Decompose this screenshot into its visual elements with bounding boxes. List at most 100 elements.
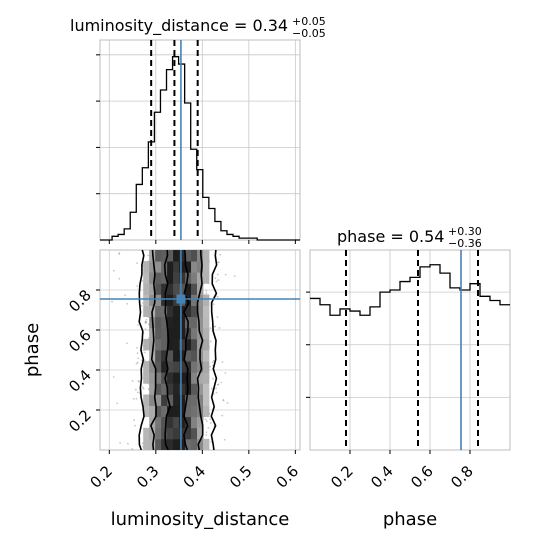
density-cell <box>161 305 168 318</box>
density-cell <box>149 383 156 395</box>
ld-title-sub: −0.05 <box>292 27 326 40</box>
scatter-point <box>136 352 139 355</box>
density-cell <box>143 405 150 418</box>
density-cell <box>155 383 162 395</box>
phase-title: phase = 0.54 <box>337 227 444 246</box>
ld-title-sup: +0.05 <box>292 15 326 28</box>
scatter-point <box>205 431 208 434</box>
density-cell <box>191 305 198 318</box>
scatter-point <box>131 447 134 450</box>
x-tick-label: 0.2 <box>327 462 357 492</box>
ld-histogram <box>100 56 300 241</box>
scatter-point <box>205 289 208 292</box>
density-cell <box>185 427 192 440</box>
scatter-point <box>219 253 222 256</box>
phase-marginal-grid <box>310 250 510 450</box>
ld-quantile-lines <box>150 40 199 240</box>
scatter-point <box>144 320 147 323</box>
density-cell <box>143 427 150 440</box>
scatter-point <box>216 261 219 264</box>
density-cell <box>161 294 168 306</box>
phase-xlabel: phase <box>383 509 437 530</box>
density-cell <box>155 361 162 373</box>
density-cell <box>173 372 180 384</box>
phase-marginal-xticks: 0.2 0.4 0.6 0.8 <box>327 450 477 492</box>
x-tick-label: 0.4 <box>367 462 397 492</box>
ld-marginal-yticks <box>96 54 100 195</box>
scatter-point <box>214 277 217 280</box>
scatter-point <box>136 361 139 364</box>
y-tick-label: 0.4 <box>65 366 95 396</box>
ld-marginal-grid <box>100 40 300 240</box>
density-cell <box>167 438 174 450</box>
density-cell <box>179 272 186 284</box>
scatter-point <box>144 351 146 354</box>
density-cell <box>149 261 156 273</box>
y-tick-label: 0.2 <box>65 406 95 436</box>
density-cell <box>155 350 162 362</box>
scatter-point <box>137 324 139 326</box>
density-cell <box>143 372 150 384</box>
density-cell <box>155 261 162 273</box>
scatter-point <box>126 442 129 445</box>
density-cell <box>179 338 186 351</box>
scatter-point <box>215 391 218 394</box>
density-cell <box>167 316 174 329</box>
scatter-point <box>136 346 138 349</box>
scatter-point <box>212 303 215 305</box>
density-cell <box>179 394 186 406</box>
scatter-point <box>207 426 210 429</box>
density-cell <box>202 405 210 418</box>
joint-yticks: 0.2 0.4 0.6 0.8 <box>65 286 100 436</box>
density-cell <box>179 383 186 395</box>
scatter-point <box>112 269 115 272</box>
scatter-point <box>224 372 227 374</box>
density-cell <box>185 338 192 351</box>
x-tick-label: 0.2 <box>87 462 117 492</box>
density-cell <box>143 283 150 295</box>
scatter-point <box>134 424 137 427</box>
density-cell <box>191 438 198 450</box>
density-cell <box>155 372 162 384</box>
scatter-point <box>212 359 215 362</box>
scatter-point <box>144 359 146 362</box>
joint-xticks: 0.2 0.3 0.4 0.5 0.6 <box>87 450 303 492</box>
density-cell <box>167 427 174 440</box>
density-cell <box>197 416 204 429</box>
density-cell <box>155 438 162 450</box>
density-cell <box>197 305 204 318</box>
joint-panel: 0.2 0.3 0.4 0.5 0.6 0.2 0.4 0.6 0.8 luminosity_… <box>22 249 303 530</box>
density-cell <box>197 383 204 395</box>
density-cell <box>149 394 156 406</box>
density-cell <box>185 261 192 273</box>
scatter-point <box>209 418 212 421</box>
scatter-point <box>223 438 226 441</box>
density-cell <box>149 294 156 306</box>
joint-contours <box>138 250 218 450</box>
density-cell <box>191 283 198 295</box>
x-tick-label: 0.6 <box>273 462 303 492</box>
scatter-point <box>224 273 227 276</box>
density-cell <box>149 405 156 418</box>
density-cell <box>143 294 150 306</box>
x-tick-label: 0.8 <box>447 462 477 492</box>
density-cell <box>167 283 174 295</box>
phase-marginal-yticks <box>306 291 310 398</box>
scatter-point <box>217 279 220 281</box>
scatter-point <box>140 359 143 362</box>
scatter-point <box>209 340 212 343</box>
x-tick-label: 0.3 <box>133 462 163 492</box>
ld-marginal-frame <box>99 39 301 241</box>
density-cell <box>179 283 186 295</box>
density-cell <box>149 361 156 373</box>
density-cell <box>173 250 180 262</box>
density-cell <box>197 427 204 440</box>
density-cell <box>179 372 186 384</box>
density-cell <box>191 294 198 306</box>
density-cell <box>202 350 210 362</box>
density-cell <box>167 394 174 406</box>
scatter-point <box>141 442 144 445</box>
density-cell <box>191 416 198 429</box>
density-cell <box>155 272 162 284</box>
contour-line <box>138 250 145 450</box>
